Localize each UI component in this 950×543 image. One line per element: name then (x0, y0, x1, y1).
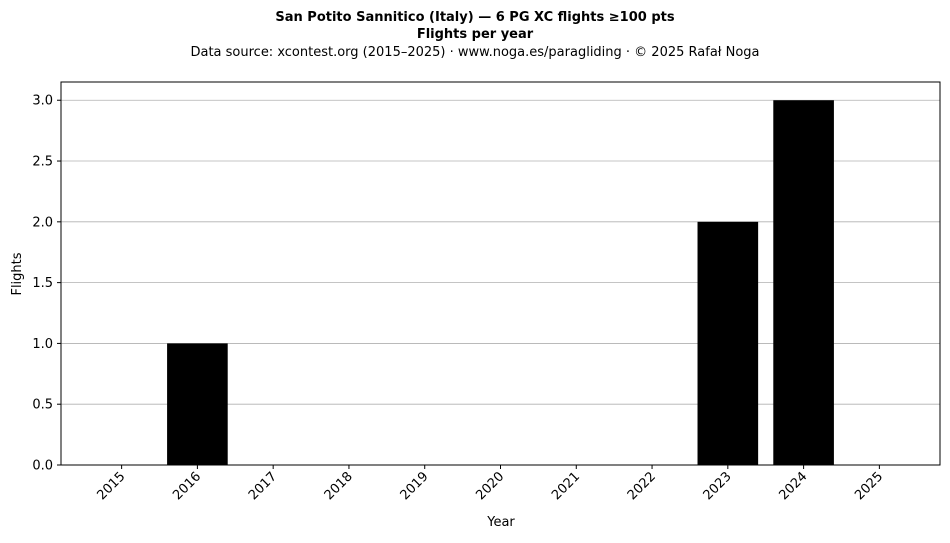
x-tick-label-2019: 2019 (398, 469, 432, 503)
x-axis-ticks: 2015 2016 2017 2018 2019 2020 2021 2022 2023 2024… (94, 465, 886, 503)
bar-2016 (167, 343, 228, 465)
y-tick-label: 3.0 (32, 94, 53, 109)
x-tick-label-2024: 2024 (776, 469, 810, 503)
x-tick-label-2017: 2017 (246, 469, 280, 503)
chart-subtitle: Flights per year (417, 27, 534, 42)
y-axis-ticks: 0.0 0.5 1.0 1.5 2.0 2.5 3.0 (32, 94, 61, 474)
y-tick-label: 2.5 (32, 155, 53, 170)
x-tick-label-2020: 2020 (473, 469, 507, 503)
data-source-note: Data source: xcontest.org (2015–2025) · … (190, 45, 759, 60)
bar-2023 (697, 221, 759, 465)
x-tick-label-2025: 2025 (852, 469, 886, 503)
y-tick-label: 2.0 (32, 215, 53, 230)
chart-title: San Potito Sannitico (Italy) — 6 PG XC f… (275, 10, 674, 25)
x-tick-label-2015: 2015 (94, 469, 128, 503)
bars (167, 100, 834, 465)
bar-2024 (773, 100, 834, 465)
x-tick-label-2021: 2021 (549, 469, 583, 503)
x-tick-label-2023: 2023 (701, 469, 735, 503)
y-tick-label: 1.0 (32, 337, 53, 352)
y-axis-label: Flights (10, 252, 25, 295)
x-tick-label-2022: 2022 (625, 469, 659, 503)
x-tick-label-2016: 2016 (170, 469, 204, 503)
y-tick-label: 0.5 (32, 398, 53, 413)
x-axis-label: Year (486, 515, 515, 530)
y-tick-label: 1.5 (32, 276, 53, 291)
x-tick-label-2018: 2018 (322, 469, 356, 503)
y-tick-label: 0.0 (32, 459, 53, 474)
